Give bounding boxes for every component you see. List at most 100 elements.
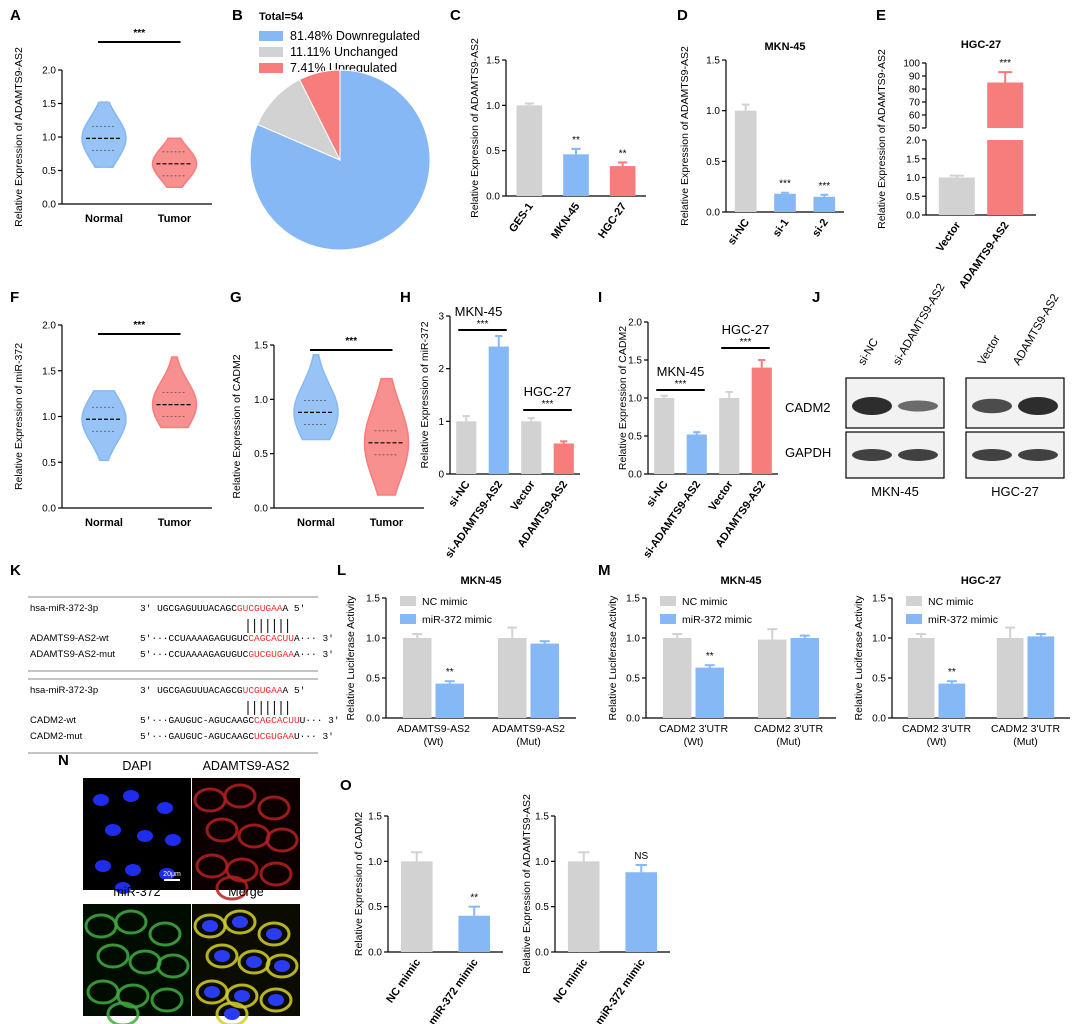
M1-xtick-label: (Wt) (684, 736, 704, 748)
D-ytick-label: 0.0 (706, 208, 720, 219)
L-legend-swatch-1 (400, 614, 416, 624)
N-tile-label-0: DAPI (122, 759, 151, 773)
N-nucleus (214, 950, 230, 962)
M1-xtick-label: (Mut) (776, 736, 801, 748)
E-xtick-label: ADAMTS9-AS2 (957, 220, 1012, 291)
O1-sig-1: ** (470, 893, 478, 904)
M2-title: HGC-27 (961, 575, 1001, 587)
C-ytick-label: 0.0 (486, 192, 500, 203)
C-xtick-label: MKN-45 (549, 201, 582, 241)
F-ytick-label: 1.0 (42, 412, 56, 423)
B-legend-swatch-2 (259, 63, 283, 73)
E-ytick-label: 50 (909, 124, 921, 135)
C-xtick-label: HGC-27 (596, 201, 629, 241)
I-sig-group-0: *** (675, 379, 687, 390)
H-xtick-label: si-ADAMTS9-AS2 (443, 479, 505, 560)
H-sig-group-1: *** (542, 399, 554, 410)
M1-legend-0: NC mimic (682, 596, 728, 608)
O2-bar-0 (567, 861, 600, 952)
E-ytick-label: 100 (903, 59, 920, 70)
K-seq-2-1: 5'···GAUGUC-AGUCAAGCCAGCACUUU··· 3' (140, 715, 340, 726)
E-ytick-label: 0.5 (906, 192, 920, 203)
M1-bar-1-1 (790, 638, 819, 718)
A-xtick-label: Tumor (158, 213, 192, 225)
L-ytick-label: 1.0 (366, 634, 380, 645)
L-title: MKN-45 (461, 575, 502, 587)
B-title: Total=54 (259, 11, 304, 23)
N-nucleus (159, 868, 175, 880)
D-ytick-label: 1.0 (706, 106, 720, 117)
panel-label-F: F (10, 289, 19, 306)
M2-bar-0-0 (907, 638, 935, 718)
D-ytick-label: 1.5 (706, 56, 720, 67)
E-ytick-label: 90 (909, 72, 921, 83)
G-ytick-label: 0.5 (254, 449, 268, 460)
L-xtick-label: (Mut) (516, 736, 541, 748)
G-sig: *** (345, 336, 357, 347)
G-ytick-label: 1.5 (254, 341, 268, 352)
M2-ylabel: Relative Luciferase Activity (853, 595, 865, 721)
panel-label-E: E (876, 7, 886, 24)
D-sig-2: *** (818, 181, 830, 192)
J-band-cadm2 (972, 398, 1012, 414)
D-ylabel: Relative Expression of ADAMTS9-AS2 (679, 46, 691, 226)
panel-label-I: I (598, 289, 602, 306)
panel-label-C: C (450, 7, 461, 24)
C-xtick-label: GES-1 (507, 201, 536, 235)
N-nucleus (234, 990, 250, 1002)
J-band-cadm2 (898, 400, 938, 412)
N-tile-label-3: Merge (228, 885, 263, 899)
A-ytick-label: 1.0 (42, 133, 56, 144)
I-ytick-label: 2.0 (628, 318, 642, 329)
N-nucleus (232, 916, 248, 928)
B-slice-2 (298, 69, 341, 161)
M1-bar-0-1 (695, 667, 724, 718)
D-title: MKN-45 (765, 41, 806, 53)
N-nucleus (266, 928, 282, 940)
F-xtick-label: Normal (85, 517, 123, 529)
E-ytick-label: 60 (909, 111, 921, 122)
I-group-label-1: HGC-27 (722, 322, 770, 337)
L-xtick-label: ADAMTS9-AS2 (492, 723, 565, 735)
M1-ylabel: Relative Luciferase Activity (607, 595, 619, 721)
E-ytick-label: 1.0 (906, 173, 920, 184)
J-band-cadm2 (852, 397, 892, 415)
D-sig-1: *** (779, 179, 791, 190)
I-sig-group-1: *** (740, 337, 752, 348)
M1-legend-swatch-1 (660, 614, 676, 624)
L-xtick-label: (Wt) (424, 736, 444, 748)
N-nucleus (157, 802, 173, 814)
K-seq-label-2-2: CADM2-mut (30, 731, 83, 742)
J-group-label-1: HGC-27 (991, 484, 1039, 499)
I-ylabel: Relative Expression of CADM2 (617, 326, 629, 470)
N-cell (150, 987, 184, 1013)
E-bar-1-low (987, 140, 1024, 215)
O1-ytick-label: 1.5 (368, 812, 382, 823)
F-ytick-label: 2.0 (42, 321, 56, 332)
I-ytick-label: 0.5 (628, 432, 642, 443)
E-ytick-label: 0.0 (906, 211, 920, 222)
G-violin-1 (363, 377, 410, 496)
N-nucleus (125, 864, 141, 876)
L-bar-1-1 (530, 643, 559, 718)
L-ylabel: Relative Luciferase Activity (345, 595, 357, 721)
I-bar-0 (654, 398, 675, 474)
H-sig-group-0: *** (477, 319, 489, 330)
A-violin-0 (81, 101, 127, 168)
O1-xtick-label: miR-372 mimic (426, 957, 480, 1024)
K-seq-label-1-2: ADAMTS9-AS2-mut (30, 649, 115, 660)
N-tile-label-2: miR-372 (113, 885, 160, 899)
C-sig-2: ** (619, 148, 627, 159)
F-ytick-label: 0.0 (42, 504, 56, 515)
M1-xtick-label: CADM2 3'UTR (754, 723, 824, 735)
E-ylabel: Relative Expression of ADAMTS9-AS2 (876, 49, 888, 229)
F-ytick-label: 0.5 (42, 458, 56, 469)
I-ytick-label: 0.0 (628, 470, 642, 481)
M1-bar-1-0 (758, 639, 787, 718)
panel-label-J: J (812, 289, 820, 306)
panel-label-K: K (10, 562, 21, 579)
N-nucleus (137, 830, 153, 842)
H-bar-2 (521, 421, 542, 474)
I-xtick-label: si-NC (644, 479, 670, 509)
F-xtick-label: Tumor (158, 517, 192, 529)
